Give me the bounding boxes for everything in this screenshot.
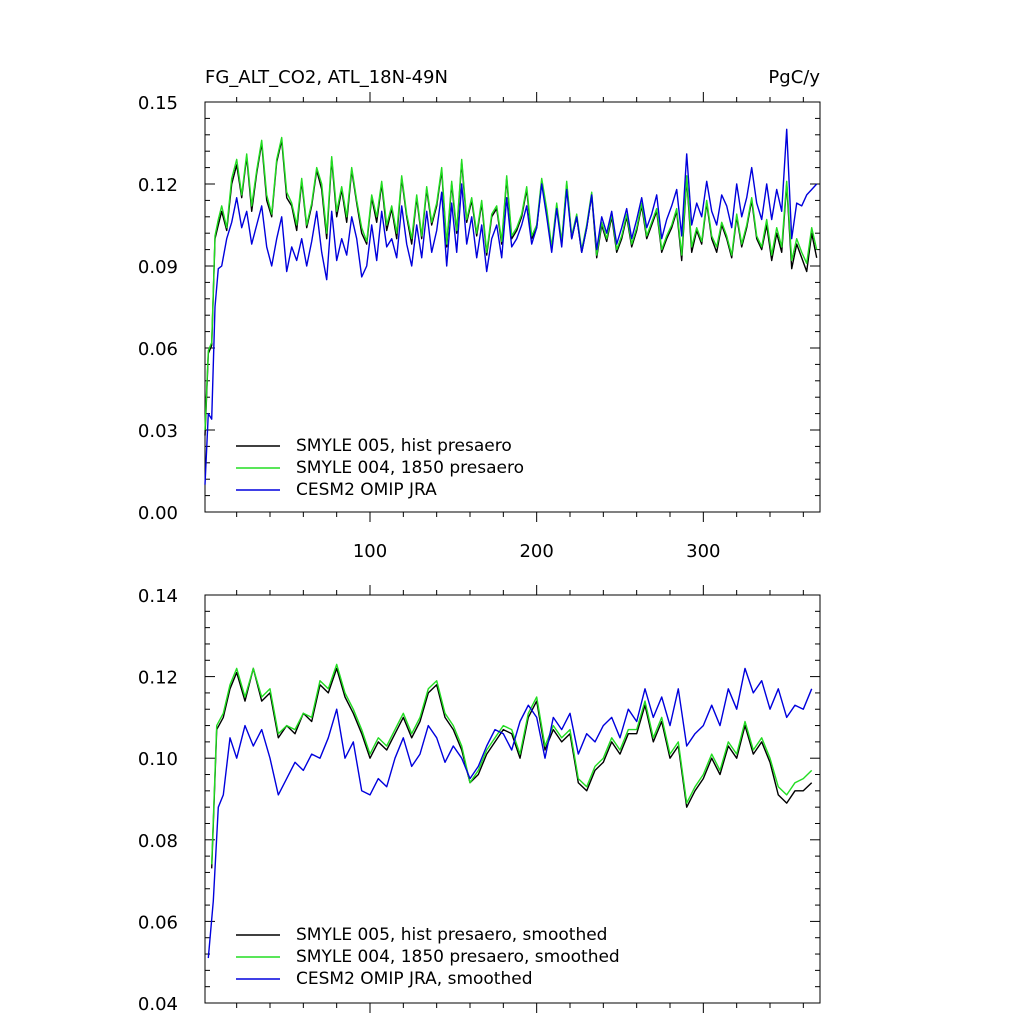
series-line-bottom-1 bbox=[211, 663, 813, 865]
plot-frame-bottom bbox=[204, 594, 821, 1004]
y-tick-label: 0.06 bbox=[138, 912, 178, 933]
series-line-top-2 bbox=[204, 128, 818, 485]
series-line-bottom-2 bbox=[207, 667, 813, 959]
y-tick-label: 0.00 bbox=[138, 503, 178, 524]
y-tick-label: 0.12 bbox=[138, 668, 178, 689]
series-line-top-0 bbox=[204, 139, 818, 436]
series-line-top-1 bbox=[204, 136, 818, 431]
x-tick-label: 300 bbox=[686, 541, 720, 562]
panel-top-title: FG_ALT_CO2, ATL_18N-49N bbox=[205, 67, 448, 88]
x-tick-label: 200 bbox=[519, 541, 553, 562]
panel-bottom: 0.04 0.06 0.08 0.10 0.12 0.14 SMYLE 005, hist … bbox=[138, 585, 821, 1015]
y-tick-label: 0.04 bbox=[138, 994, 178, 1015]
legend-label: SMYLE 004, 1850 presaero, smoothed bbox=[296, 947, 620, 967]
y-tick-label: 0.03 bbox=[138, 421, 178, 442]
legend-label: SMYLE 004, 1850 presaero bbox=[296, 458, 524, 478]
legend-label: CESM2 OMIP JRA, smoothed bbox=[296, 969, 533, 989]
y-tick-label: 0.08 bbox=[138, 831, 178, 852]
legend-label: CESM2 OMIP JRA bbox=[296, 480, 437, 500]
panel-top-units: PgC/y bbox=[768, 67, 820, 88]
y-tick-label: 0.09 bbox=[138, 257, 178, 278]
y-tick-label: 0.15 bbox=[138, 93, 178, 114]
y-tick-label: 0.06 bbox=[138, 339, 178, 360]
y-tick-label: 0.14 bbox=[138, 586, 178, 607]
legend-label: SMYLE 005, hist presaero, smoothed bbox=[296, 925, 607, 945]
y-tick-label: 0.12 bbox=[138, 175, 178, 196]
y-tick-label: 0.10 bbox=[138, 749, 178, 770]
legend-label: SMYLE 005, hist presaero bbox=[296, 436, 512, 456]
plot-frame-top bbox=[204, 101, 821, 513]
panel-top: FG_ALT_CO2, ATL_18N-49N PgC/y 0.00 0.03 0.… bbox=[138, 67, 821, 562]
x-tick-label: 100 bbox=[353, 541, 387, 562]
